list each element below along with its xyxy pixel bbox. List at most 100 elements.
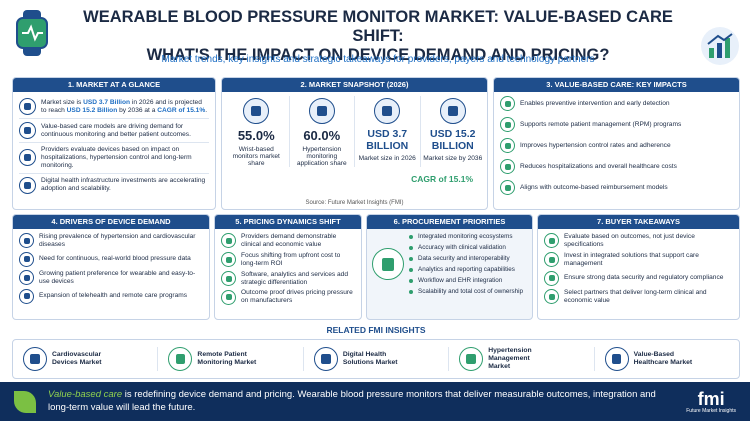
icon-dot bbox=[225, 294, 232, 301]
section-heading: 1. MARKET AT A GLANCE bbox=[13, 78, 215, 92]
item-text: Digital health infrastructure investment… bbox=[41, 177, 209, 193]
stat-icon bbox=[226, 96, 287, 126]
section-heading: 7. BUYER TAKEAWAYS bbox=[538, 215, 739, 229]
list-item: Data security and interoperability bbox=[409, 255, 523, 263]
item-text: Workflow and EHR integration bbox=[418, 277, 503, 285]
icon bbox=[19, 288, 34, 304]
icon bbox=[221, 252, 236, 268]
list-item: Enables preventive intervention and earl… bbox=[500, 96, 733, 111]
text: . bbox=[205, 106, 208, 114]
icon bbox=[544, 289, 559, 305]
section-heading: 5. PRICING DYNAMICS SHIFT bbox=[215, 215, 361, 229]
icon-dot bbox=[466, 354, 477, 364]
section-heading: 4. DRIVERS OF DEVICE DEMAND bbox=[13, 215, 209, 229]
icon-dot bbox=[30, 354, 40, 364]
cagr: CAGR of 15.1% bbox=[411, 174, 473, 184]
list-item: Analytics and reporting capabilities bbox=[409, 266, 523, 274]
icon-dot bbox=[24, 181, 31, 189]
bullet bbox=[409, 290, 413, 294]
text: is redefining device demand and pricing.… bbox=[48, 389, 656, 413]
list-item: Scalability and total cost of ownership bbox=[409, 288, 523, 296]
icon bbox=[19, 233, 34, 249]
icon-dot bbox=[504, 163, 511, 170]
list-item: Growing patient preference for wearable … bbox=[19, 270, 203, 286]
item-text: Accuracy with clinical validation bbox=[418, 244, 506, 252]
icon bbox=[544, 252, 559, 268]
icon-dot bbox=[23, 237, 30, 244]
stat-icon bbox=[357, 96, 418, 126]
item-text: Focus shifting from upfront cost to long… bbox=[241, 251, 341, 267]
related-item: Value-Based Healthcare Market bbox=[593, 347, 739, 371]
list-item: Software, analytics and services add str… bbox=[221, 271, 355, 287]
related-item: Remote Patient Monitoring Market bbox=[157, 347, 302, 371]
drivers: 4. DRIVERS OF DEVICE DEMAND Rising preval… bbox=[12, 214, 210, 320]
item-text: Aligns with outcome-based reimbursement … bbox=[520, 183, 668, 191]
list: Integrated monitoring ecosystems Accuracy… bbox=[409, 233, 523, 296]
list-item: Reduces hospitalizations and overall hea… bbox=[500, 159, 733, 174]
item-text: Software, analytics and services add str… bbox=[241, 270, 349, 286]
icon-dot bbox=[381, 257, 395, 271]
stat-icon bbox=[292, 96, 353, 126]
title-line: WEARABLE BLOOD PRESSURE MONITOR MARKET: … bbox=[83, 8, 673, 45]
icon-dot bbox=[321, 354, 331, 364]
item-text: Supports remote patient management (RPM)… bbox=[520, 120, 682, 128]
stat: USD 15.2 BILLION Market size by 2036 bbox=[419, 96, 486, 168]
list-item: Rising prevalence of hypertension and ca… bbox=[19, 233, 203, 249]
icon bbox=[439, 98, 466, 124]
icon bbox=[374, 98, 401, 124]
stats: 55.0% Wrist-based monitors market share 60… bbox=[222, 92, 487, 168]
item-text: Outcome proof drives pricing pressure on… bbox=[241, 289, 353, 305]
item-text: Improves hypertension control rates and … bbox=[520, 141, 671, 149]
item-text: Digital Health Solutions Market bbox=[342, 350, 398, 366]
list-item: Digital health infrastructure investment… bbox=[19, 172, 209, 197]
section-heading: 2. MARKET SNAPSHOT (2026) bbox=[222, 78, 487, 92]
list-item: Select partners that deliver long-term c… bbox=[544, 289, 733, 305]
logo-mark: fmi bbox=[697, 388, 725, 409]
highlight: USD 3.7 Billion bbox=[83, 98, 131, 106]
icon-dot bbox=[23, 256, 30, 263]
icon bbox=[372, 248, 404, 281]
item-text: Analytics and reporting capabilities bbox=[418, 266, 515, 274]
stat-value: 60.0% bbox=[303, 128, 341, 143]
icon bbox=[19, 270, 34, 286]
item-text: Evaluate based on outcomes, not just dev… bbox=[564, 233, 695, 248]
list-item: Providers evaluate devices based on impa… bbox=[19, 142, 209, 173]
list: Market size is USD 3.7 Billion in 2026 a… bbox=[13, 92, 215, 200]
item-text: Remote Patient Monitoring Market bbox=[197, 350, 257, 366]
icon bbox=[19, 149, 36, 167]
icon bbox=[19, 122, 36, 139]
footer-text: Value-based care is redefining device de… bbox=[48, 389, 674, 414]
procurement: 6. PROCUREMENT PRIORITIES Integrated moni… bbox=[366, 214, 533, 320]
takeaways: 7. BUYER TAKEAWAYS Evaluate based on outc… bbox=[537, 214, 740, 320]
related-heading: RELATED FMI INSIGHTS bbox=[326, 325, 426, 335]
section-heading: 6. PROCUREMENT PRIORITIES bbox=[367, 215, 532, 229]
icon bbox=[19, 176, 36, 194]
icon-dot bbox=[504, 142, 511, 149]
list-item: Market size is USD 3.7 Billion in 2026 a… bbox=[19, 95, 209, 118]
pricing: 5. PRICING DYNAMICS SHIFT Providers deman… bbox=[214, 214, 362, 320]
icon bbox=[500, 96, 515, 111]
list-item: Supports remote patient management (RPM)… bbox=[500, 117, 733, 132]
section-heading: 3. VALUE-BASED CARE: KEY IMPACTS bbox=[494, 78, 739, 92]
item-text: Expansion of telehealth and remote care … bbox=[39, 292, 188, 300]
list-item: Aligns with outcome-based reimbursement … bbox=[500, 180, 733, 195]
list-item: Integrated monitoring ecosystems bbox=[409, 233, 523, 241]
list: Evaluate based on outcomes, not just dev… bbox=[538, 229, 739, 308]
text: Market size is bbox=[41, 98, 84, 106]
icon bbox=[604, 347, 629, 371]
list: Providers demand demonstrable clinical a… bbox=[215, 229, 361, 309]
text: Digital health infrastructure investment… bbox=[41, 177, 206, 193]
related-items: Cardiovascular Devices Market Remote Pati… bbox=[12, 339, 740, 379]
icon-dot bbox=[23, 274, 30, 281]
item-text: Ensure strong data security and regulato… bbox=[564, 274, 724, 282]
icon-dot bbox=[447, 105, 458, 117]
list-item: Value-based care models are driving dema… bbox=[19, 118, 209, 142]
icon bbox=[500, 159, 515, 174]
stat-label: Market size by 2036 bbox=[423, 155, 483, 163]
item-text: Invest in integrated solutions that supp… bbox=[564, 251, 699, 267]
icon-dot bbox=[251, 105, 262, 117]
icon bbox=[168, 347, 193, 371]
list-item: Expansion of telehealth and remote care … bbox=[19, 288, 203, 304]
icon-dot bbox=[504, 184, 511, 191]
